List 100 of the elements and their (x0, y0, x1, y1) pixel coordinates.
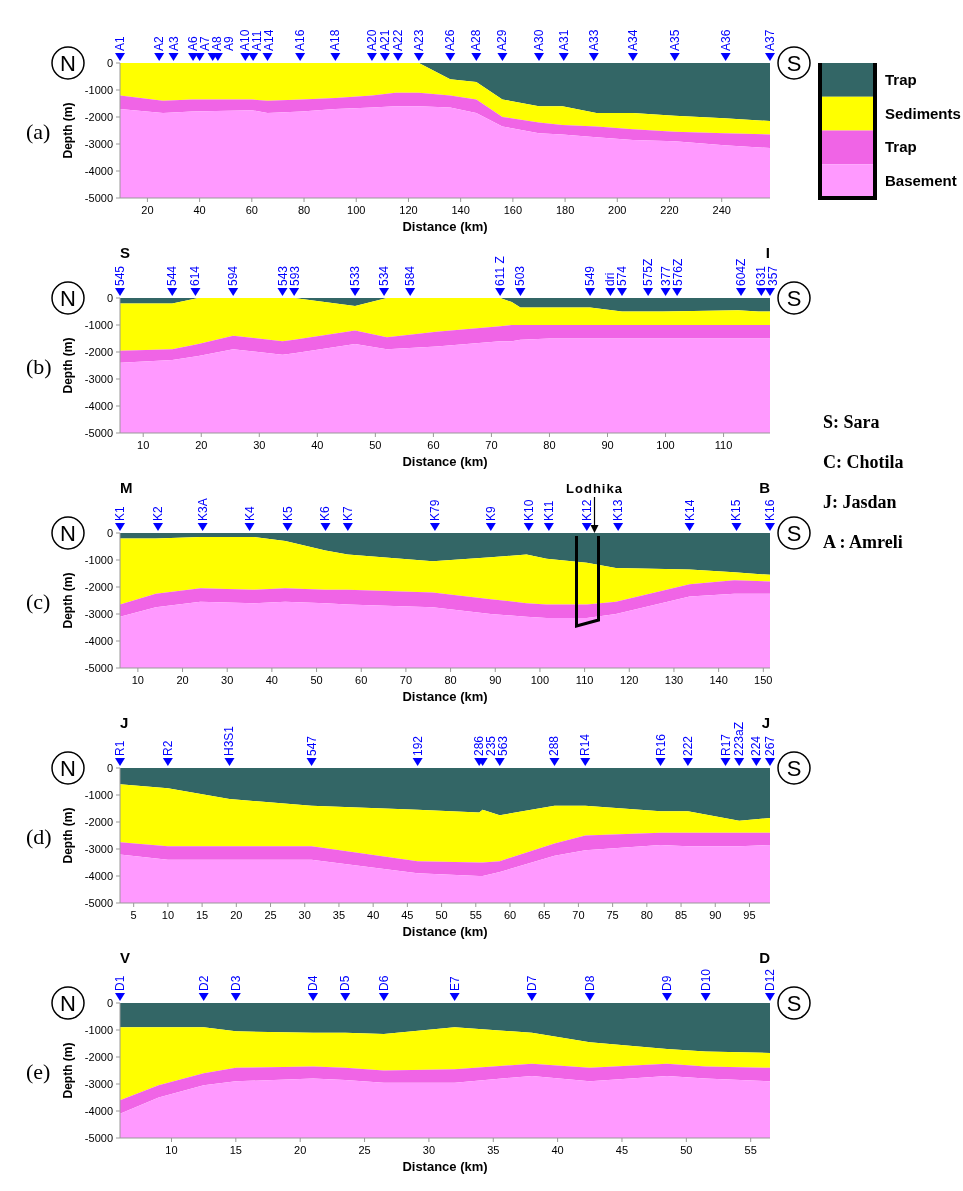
annotation: 604Z (733, 258, 748, 286)
annotation: 222 (680, 735, 695, 756)
y-tick-label: -2000 (84, 581, 113, 593)
y-tick-label: -1000 (84, 84, 113, 96)
text: (d) (26, 823, 52, 849)
x-tick-label: 95 (743, 909, 756, 921)
annotation: K1 (113, 506, 127, 521)
y-tick-label: 0 (106, 527, 113, 539)
y-tick-label: -2000 (84, 346, 113, 358)
annotation: D12 (763, 968, 777, 991)
x-axis-title: Distance (km) (402, 1159, 488, 1174)
y-tick-label: -2000 (84, 816, 113, 828)
x-tick-label: 220 (660, 204, 679, 216)
annotation: K3A (195, 498, 210, 521)
x-tick-label: 110 (575, 674, 594, 686)
annotation: K2 (150, 506, 165, 521)
annotation: D4 (306, 975, 321, 991)
annotation: 593 (287, 265, 302, 286)
annotation: K4 (242, 506, 257, 521)
x-tick-label: 55 (744, 1144, 757, 1156)
y-axis-title: Depth (m) (61, 102, 75, 159)
annotation: D9 (660, 975, 675, 991)
x-tick-label: 50 (310, 674, 323, 686)
annotation: K9 (483, 506, 498, 521)
legend-label: Sediments (885, 104, 961, 122)
x-tick-label: 25 (358, 1144, 371, 1156)
x-tick-label: 70 (572, 909, 585, 921)
y-tick-label: -4000 (84, 870, 113, 882)
x-tick-label: 60 (427, 439, 440, 451)
text: (a) (26, 118, 51, 144)
x-tick-label: 30 (298, 909, 311, 921)
annotation: K10 (521, 499, 536, 521)
x-axis-title: Distance (km) (402, 219, 488, 234)
x-tick-label: 80 (444, 674, 457, 686)
text: S (786, 51, 802, 76)
annotation: dri (603, 272, 618, 286)
annotation: A7 (198, 36, 213, 51)
annotation: K79 (427, 499, 442, 521)
annotation: 543 (275, 265, 290, 286)
x-tick-label: 100 (530, 674, 550, 686)
text: (e) (26, 1058, 51, 1084)
x-tick-label: 110 (714, 439, 733, 451)
annotation: 267 (763, 735, 777, 756)
annotation: 584 (403, 265, 418, 286)
text: S (120, 244, 131, 261)
annotation: 288 (547, 735, 562, 756)
x-tick-label: 10 (137, 439, 150, 451)
x-tick-label: 10 (131, 674, 144, 686)
x-tick-label: 20 (176, 674, 189, 686)
text: A : Amreli (823, 532, 903, 552)
x-tick-label: 40 (551, 1144, 564, 1156)
x-tick-label: 180 (555, 204, 575, 216)
x-tick-label: 50 (369, 439, 382, 451)
annotation: 576Z (670, 258, 685, 286)
text: N (60, 991, 76, 1016)
annotation: 549 (583, 265, 598, 286)
x-tick-label: 50 (680, 1144, 693, 1156)
y-axis-title: Depth (m) (61, 572, 75, 629)
text: I (765, 244, 770, 261)
y-axis-title: Depth (m) (61, 337, 75, 394)
annotation: A34 (625, 29, 640, 51)
annotation: 223aZ (732, 721, 747, 756)
x-tick-label: 200 (608, 204, 627, 216)
annotation: 544 (165, 265, 180, 286)
annotation: D5 (338, 975, 353, 991)
annotation: 611 Z (493, 256, 508, 286)
y-axis-title: Depth (m) (61, 1042, 75, 1099)
x-tick-label: 5 (130, 909, 137, 921)
x-tick-label: 35 (487, 1144, 500, 1156)
y-tick-label: -4000 (84, 635, 113, 647)
annotation: A31 (556, 29, 571, 51)
x-axis-title: Distance (km) (402, 924, 488, 939)
annotation: K14 (682, 499, 697, 521)
annotation: K15 (729, 499, 744, 521)
annotation: 545 (113, 265, 127, 286)
annotation: R2 (160, 740, 175, 756)
x-tick-label: 130 (664, 674, 684, 686)
annotation: 192 (410, 735, 425, 756)
x-tick-label: 90 (489, 674, 502, 686)
annotation: A2 (152, 36, 167, 51)
x-tick-label: 100 (347, 204, 366, 216)
annotation: 357 (766, 265, 781, 286)
annotation: H3S1 (222, 725, 237, 756)
annotation: A18 (328, 29, 343, 51)
text: J: Jasdan (823, 492, 897, 512)
y-tick-label: -1000 (84, 554, 113, 566)
text: N (60, 756, 76, 781)
annotation: E7 (447, 976, 462, 991)
y-tick-label: -1000 (84, 319, 113, 331)
annotation: A30 (531, 29, 546, 51)
x-tick-label: 120 (620, 674, 639, 686)
text: V (120, 949, 131, 966)
x-tick-label: 150 (754, 674, 773, 686)
text: B (759, 479, 771, 496)
y-axis-title: Depth (m) (61, 807, 75, 864)
annotation: 614 (188, 265, 203, 286)
x-tick-label: 65 (538, 909, 551, 921)
annotation: 534 (377, 265, 392, 286)
x-tick-label: 140 (709, 674, 728, 686)
legend-label: Basement (885, 172, 957, 190)
